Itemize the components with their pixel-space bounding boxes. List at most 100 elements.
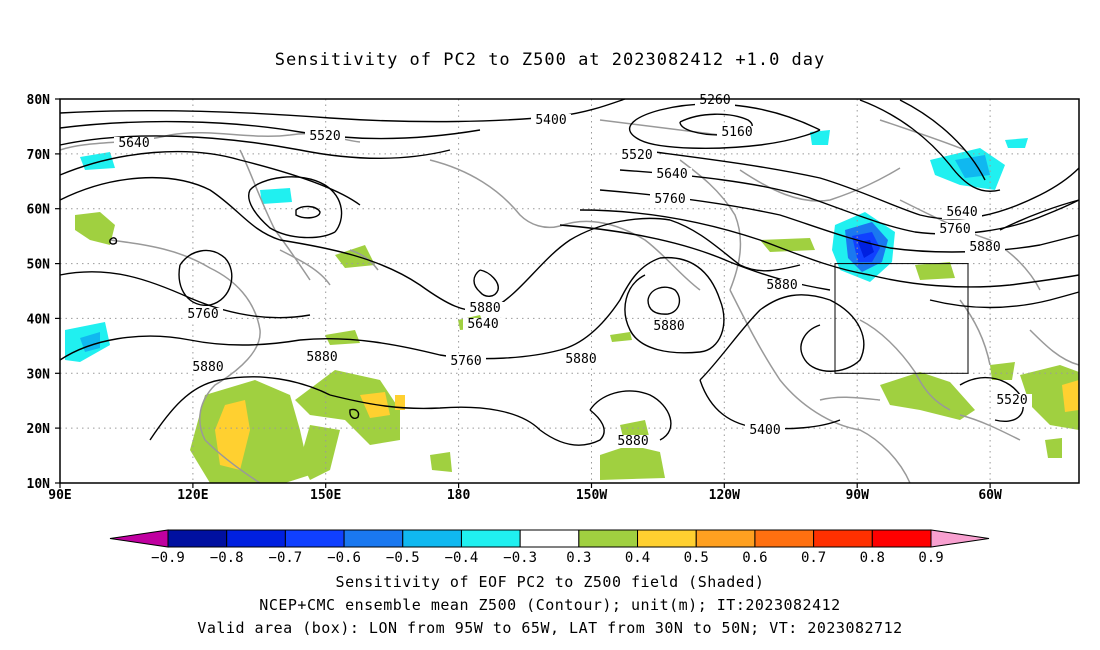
colorbar-swatch <box>578 529 639 548</box>
contour-label: 5640 <box>656 167 687 182</box>
lat-label: 70N <box>27 148 51 163</box>
lon-label: 90E <box>48 488 71 503</box>
lon-label: 120E <box>177 488 208 503</box>
contour-label-bg <box>561 353 601 366</box>
colorbar-label: −0.7 <box>269 550 303 566</box>
contour-label-bg <box>992 394 1032 407</box>
contour-label: 5400 <box>535 113 566 128</box>
contour-label-bg <box>745 424 785 437</box>
valid-area-box <box>834 263 969 374</box>
colorbar-label: −0.8 <box>210 550 244 566</box>
contour-label-bg <box>617 149 657 162</box>
contour-label: 5880 <box>565 352 596 367</box>
lon-label: 150W <box>576 488 607 503</box>
contour-label: 5160 <box>721 125 752 140</box>
colorbar-swatch <box>167 529 228 548</box>
colorbar-label: −0.5 <box>386 550 420 566</box>
colorbar-label: −0.9 <box>151 550 185 566</box>
contour-label-bg <box>613 435 653 448</box>
colorbar-label: 0.9 <box>918 550 943 566</box>
lat-label: 20N <box>27 422 51 437</box>
lon-label: 180 <box>447 488 471 503</box>
contour-label-bg <box>717 126 757 139</box>
contour-label-bg <box>463 318 503 331</box>
contour-label: 5880 <box>192 360 223 375</box>
contour-label-bg <box>302 351 342 364</box>
lat-label: 50N <box>27 258 51 273</box>
lat-label: 30N <box>27 367 51 382</box>
caption-line-3: Valid area (box): LON from 95W to 65W, L… <box>197 619 903 637</box>
lon-label: 90W <box>845 488 869 503</box>
contour-label: 5760 <box>939 222 970 237</box>
contour-label: 5640 <box>118 136 149 151</box>
coastlines <box>59 119 1080 484</box>
lon-label: 120W <box>709 488 740 503</box>
longitude-labels: 90E 120E 150E 180 150W 120W 90W 60W <box>48 488 1002 503</box>
colorbar-label: 0.6 <box>742 550 767 566</box>
contour-label: 5880 <box>653 319 684 334</box>
contour-label-bg <box>305 130 345 143</box>
colorbar-label: −0.6 <box>327 550 361 566</box>
colorbar-label: −0.4 <box>445 550 479 566</box>
contour-label-bg <box>942 206 982 219</box>
contour-label-bg <box>183 308 223 321</box>
contour-label: 5880 <box>969 240 1000 255</box>
contour-label: 5520 <box>621 148 652 163</box>
colorbar-swatch <box>813 529 873 548</box>
contour-label: 5760 <box>187 307 218 322</box>
lat-label: 10N <box>27 477 51 492</box>
contour-label: 5760 <box>654 192 685 207</box>
contour-label: 5520 <box>309 129 340 144</box>
contour-label-bg <box>114 137 154 150</box>
colorbar-label: 0.7 <box>801 550 826 566</box>
contour-label-bg <box>652 168 692 181</box>
caption-line-2: NCEP+CMC ensemble mean Z500 (Contour); u… <box>259 596 841 614</box>
contour-label-bg <box>965 241 1005 254</box>
contour-labels: 5260516054005520564055205640576058805640… <box>114 93 1032 449</box>
caption-line-1: Sensitivity of EOF PC2 to Z500 field (Sh… <box>335 573 765 591</box>
contour-label-bg <box>762 279 802 292</box>
graticule <box>60 99 1079 483</box>
contour-label: 5760 <box>450 354 481 369</box>
contour-label: 5640 <box>946 205 977 220</box>
colorbar-swatch <box>226 529 286 548</box>
contour-label-bg <box>695 94 735 107</box>
lon-label: 60W <box>978 488 1002 503</box>
colorbar-label: 0.4 <box>625 550 650 566</box>
colorbar-swatch <box>284 529 345 548</box>
contour-label: 5880 <box>306 350 337 365</box>
contour-label-bg <box>465 302 505 315</box>
chart-title: Sensitivity of PC2 to Z500 at 2023082412… <box>274 50 826 70</box>
contour-label: 5400 <box>749 423 780 438</box>
colorbar-label: 0.8 <box>860 550 885 566</box>
colorbar-over-triangle <box>930 529 990 548</box>
contour-label-bg <box>935 223 975 236</box>
contour-label: 5640 <box>467 317 498 332</box>
contour-label-bg <box>650 193 690 206</box>
colorbar-swatch <box>402 529 462 548</box>
lat-label: 40N <box>27 312 51 327</box>
colorbar-swatch <box>519 529 580 548</box>
z500-contours <box>59 98 1080 446</box>
contour-label: 5520 <box>996 393 1027 408</box>
lat-label: 60N <box>27 203 51 218</box>
contour-label: 5880 <box>617 434 648 449</box>
colorbar-swatch <box>871 529 932 548</box>
colorbar-swatch <box>343 529 404 548</box>
colorbar-label: −0.3 <box>503 550 537 566</box>
colorbar: −0.9 −0.8 −0.7 −0.6 −0.5 −0.4 −0.3 0.3 0.4 0.5 0.6… <box>109 529 990 566</box>
colorbar-swatch <box>754 529 815 548</box>
contour-label-bg <box>446 355 486 368</box>
colorbar-swatch <box>460 529 521 548</box>
colorbar-swatch <box>637 529 697 548</box>
contour-label: 5880 <box>766 278 797 293</box>
lon-label: 150E <box>310 488 341 503</box>
contour-label-bg <box>649 320 689 333</box>
contour-label-bg <box>531 114 571 127</box>
contour-label: 5880 <box>469 301 500 316</box>
latitude-labels: 80N 70N 60N 50N 40N 30N 20N 10N <box>27 93 51 492</box>
lat-label: 80N <box>27 93 51 108</box>
contour-label-bg <box>188 361 228 374</box>
colorbar-swatch <box>695 529 756 548</box>
